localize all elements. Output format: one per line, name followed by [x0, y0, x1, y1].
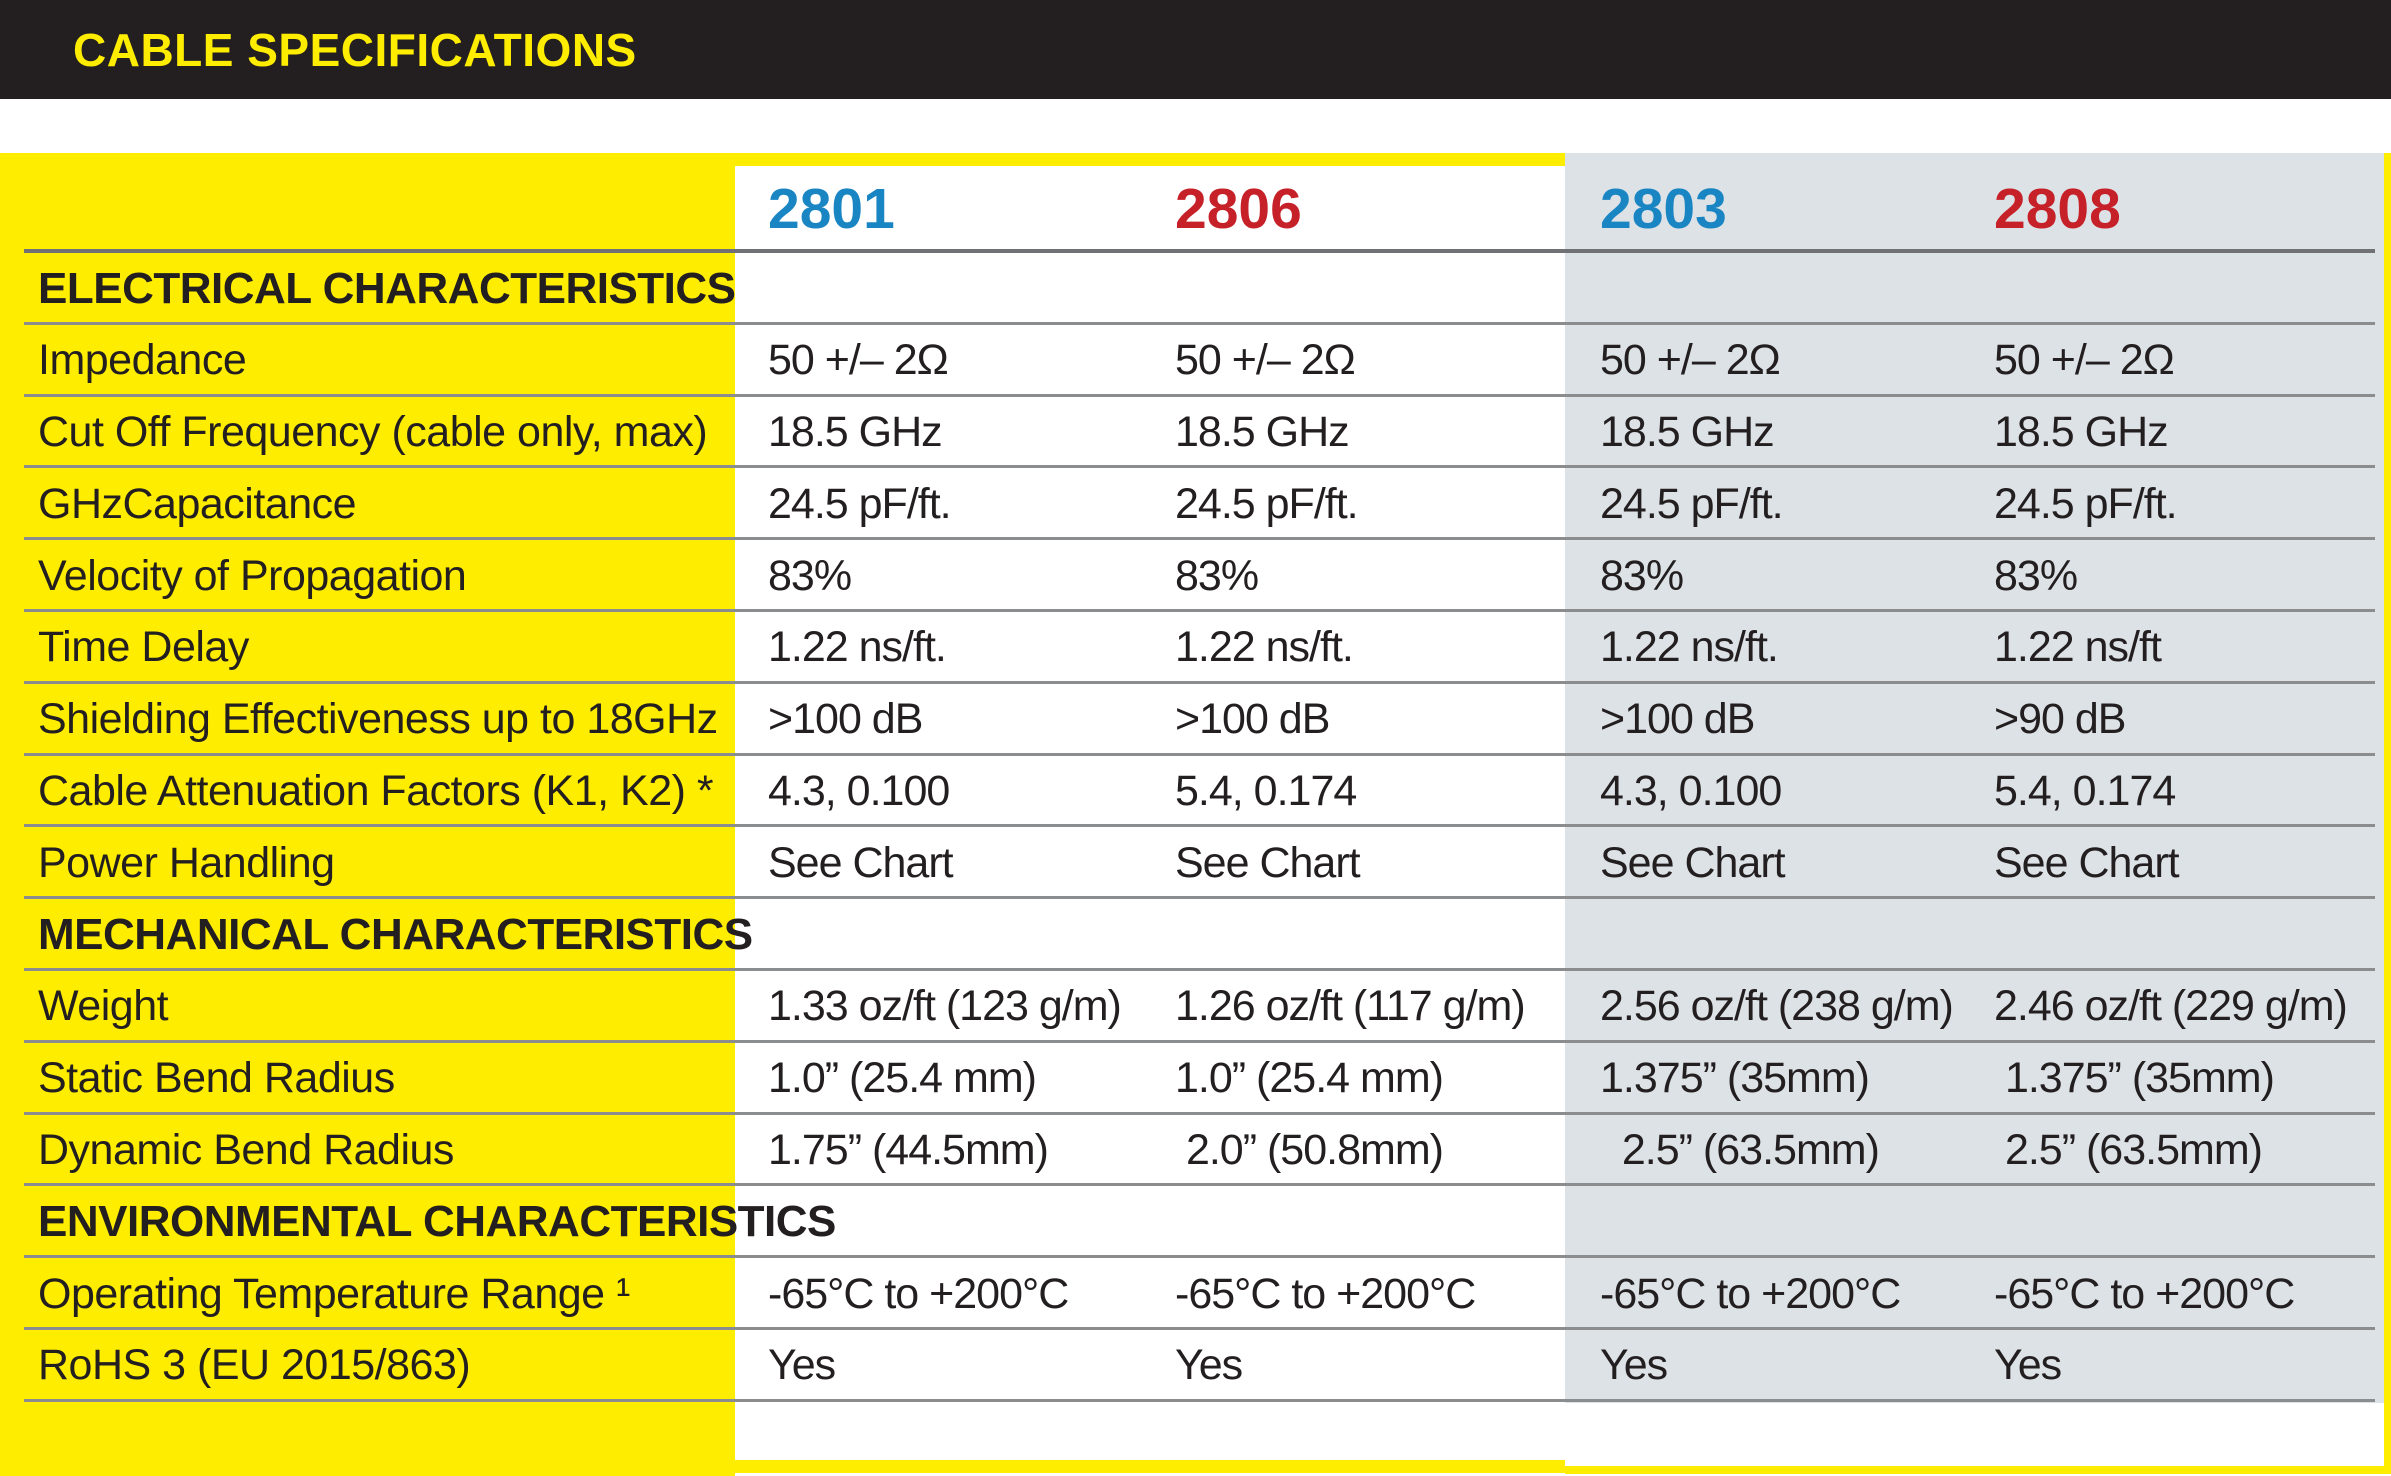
cell-value: 24.5 pF/ft.: [768, 479, 952, 528]
row-label: ENVIRONMENTAL CHARACTERISTICS: [38, 1197, 836, 1247]
cell-value: 2.5” (63.5mm): [1600, 1125, 1880, 1174]
cell-value: >90 dB: [1994, 695, 2126, 744]
right-panel-background: [1565, 153, 2391, 1403]
table-row: Time Delay 1.22 ns/ft. 1.22 ns/ft. 1.22 …: [0, 612, 2391, 684]
cell-value: 18.5 GHz: [1600, 407, 1775, 456]
cell-value: 5.4, 0.174: [1994, 766, 2176, 815]
title-bar: CABLE SPECIFICATIONS: [0, 0, 2391, 99]
row-label: Impedance: [38, 336, 247, 385]
cell-value: 2.0” (50.8mm): [1175, 1125, 1444, 1174]
row-label: Shielding Effectiveness up to 18GHz: [38, 695, 718, 744]
row-label: Power Handling: [38, 838, 335, 887]
row-label: Operating Temperature Range ¹: [38, 1269, 630, 1318]
table-right-border: [2384, 153, 2391, 1474]
cell-value: -65°C to +200°C: [1600, 1269, 1901, 1318]
section-row: MECHANICAL CHARACTERISTICS: [0, 899, 2391, 971]
cell-value: 24.5 pF/ft.: [1175, 479, 1359, 528]
cell-value: 1.22 ns/ft: [1994, 623, 2162, 672]
cell-value: See Chart: [1600, 838, 1786, 887]
row-label: MECHANICAL CHARACTERISTICS: [38, 910, 753, 960]
cell-value: 2.56 oz/ft (238 g/m): [1600, 982, 1954, 1031]
table-row: Impedance 50 +/– 2Ω 50 +/– 2Ω 50 +/– 2Ω …: [0, 325, 2391, 397]
cell-value: 1.26 oz/ft (117 g/m): [1175, 982, 1526, 1031]
row-label: Static Bend Radius: [38, 1054, 395, 1103]
cell-value: 18.5 GHz: [768, 407, 943, 456]
table-row: Cable Attenuation Factors (K1, K2) * 4.3…: [0, 756, 2391, 828]
table-body: ELECTRICAL CHARACTERISTICS Impedance 50 …: [0, 253, 2391, 1402]
section-row: ENVIRONMENTAL CHARACTERISTICS: [0, 1186, 2391, 1258]
row-label: Cut Off Frequency (cable only, max): [38, 407, 708, 456]
table-row: Operating Temperature Range ¹ -65°C to +…: [0, 1258, 2391, 1330]
cell-value: >100 dB: [768, 695, 923, 744]
table-row: Cut Off Frequency (cable only, max) 18.5…: [0, 397, 2391, 469]
cell-value: 5.4, 0.174: [1175, 766, 1357, 815]
cell-value: 1.33 oz/ft (123 g/m): [768, 982, 1122, 1031]
cell-value: 18.5 GHz: [1994, 407, 2169, 456]
cell-value: 83%: [1175, 551, 1259, 600]
cell-value: 1.75” (44.5mm): [768, 1125, 1049, 1174]
column-header-row: 2801 2806 2803 2808: [0, 153, 2391, 253]
cell-value: 2.5” (63.5mm): [1994, 1125, 2263, 1174]
cell-value: See Chart: [768, 838, 954, 887]
row-label: Weight: [38, 982, 169, 1031]
column-header-2803: 2803: [1600, 177, 1727, 241]
table-bottom-border-left: [0, 1460, 1565, 1473]
row-label: Time Delay: [38, 623, 249, 672]
cell-value: 83%: [1994, 551, 2078, 600]
cell-value: 83%: [1600, 551, 1684, 600]
cell-value: 50 +/– 2Ω: [1600, 336, 1781, 385]
cell-value: Yes: [1600, 1341, 1668, 1390]
cell-value: 1.22 ns/ft.: [1175, 623, 1354, 672]
row-label: Dynamic Bend Radius: [38, 1125, 454, 1174]
cell-value: 18.5 GHz: [1175, 407, 1350, 456]
cell-value: 83%: [768, 551, 852, 600]
spec-table: 2801 2806 2803 2808 ELECTRICAL CHARACTER…: [0, 153, 2391, 1402]
cell-value: 1.22 ns/ft.: [768, 623, 947, 672]
column-header-2806: 2806: [1175, 177, 1302, 241]
row-label: ELECTRICAL CHARACTERISTICS: [38, 263, 736, 313]
row-label: Cable Attenuation Factors (K1, K2) *: [38, 766, 714, 815]
cell-value: 1.375” (35mm): [1994, 1054, 2275, 1103]
page-title: CABLE SPECIFICATIONS: [73, 23, 637, 76]
row-label: Velocity of Propagation: [38, 551, 467, 600]
table-row: Shielding Effectiveness up to 18GHz >100…: [0, 684, 2391, 756]
cell-value: 50 +/– 2Ω: [1175, 336, 1356, 385]
table-top-border: [0, 153, 1565, 166]
cell-value: 50 +/– 2Ω: [768, 336, 949, 385]
cell-value: >100 dB: [1175, 695, 1330, 744]
row-label: RoHS 3 (EU 2015/863): [38, 1341, 471, 1390]
table-row: Velocity of Propagation 83% 83% 83% 83%: [0, 540, 2391, 612]
cell-value: Yes: [1994, 1341, 2062, 1390]
cell-value: 4.3, 0.100: [1600, 766, 1782, 815]
cell-value: -65°C to +200°C: [1994, 1269, 2295, 1318]
cell-value: See Chart: [1994, 838, 2180, 887]
table-row: RoHS 3 (EU 2015/863) Yes Yes Yes Yes: [0, 1330, 2391, 1402]
cell-value: Yes: [1175, 1341, 1243, 1390]
cell-value: 1.22 ns/ft.: [1600, 623, 1779, 672]
column-header-2801: 2801: [768, 177, 895, 241]
table-row: GHzCapacitance 24.5 pF/ft. 24.5 pF/ft. 2…: [0, 468, 2391, 540]
cell-value: 50 +/– 2Ω: [1994, 336, 2175, 385]
table-row: Static Bend Radius 1.0” (25.4 mm) 1.0” (…: [0, 1043, 2391, 1115]
table-row: Dynamic Bend Radius 1.75” (44.5mm) 2.0” …: [0, 1115, 2391, 1187]
cell-value: Yes: [768, 1341, 836, 1390]
cell-value: -65°C to +200°C: [1175, 1269, 1476, 1318]
cell-value: >100 dB: [1600, 695, 1755, 744]
table-row: Power Handling See Chart See Chart See C…: [0, 827, 2391, 899]
cell-value: -65°C to +200°C: [768, 1269, 1069, 1318]
cell-value: See Chart: [1175, 838, 1361, 887]
cell-value: 1.375” (35mm): [1600, 1054, 1870, 1103]
section-row: ELECTRICAL CHARACTERISTICS: [0, 253, 2391, 325]
cell-value: 24.5 pF/ft.: [1600, 479, 1784, 528]
cell-value: 1.0” (25.4 mm): [1175, 1054, 1444, 1103]
table-bottom-border-right: [1565, 1466, 2391, 1474]
cell-value: 1.0” (25.4 mm): [768, 1054, 1037, 1103]
cell-value: 4.3, 0.100: [768, 766, 950, 815]
cell-value: 24.5 pF/ft.: [1994, 479, 2178, 528]
table-row: Weight 1.33 oz/ft (123 g/m) 1.26 oz/ft (…: [0, 971, 2391, 1043]
row-label: GHzCapacitance: [38, 479, 357, 528]
column-header-2808: 2808: [1994, 177, 2121, 241]
cell-value: 2.46 oz/ft (229 g/m): [1994, 982, 2348, 1031]
